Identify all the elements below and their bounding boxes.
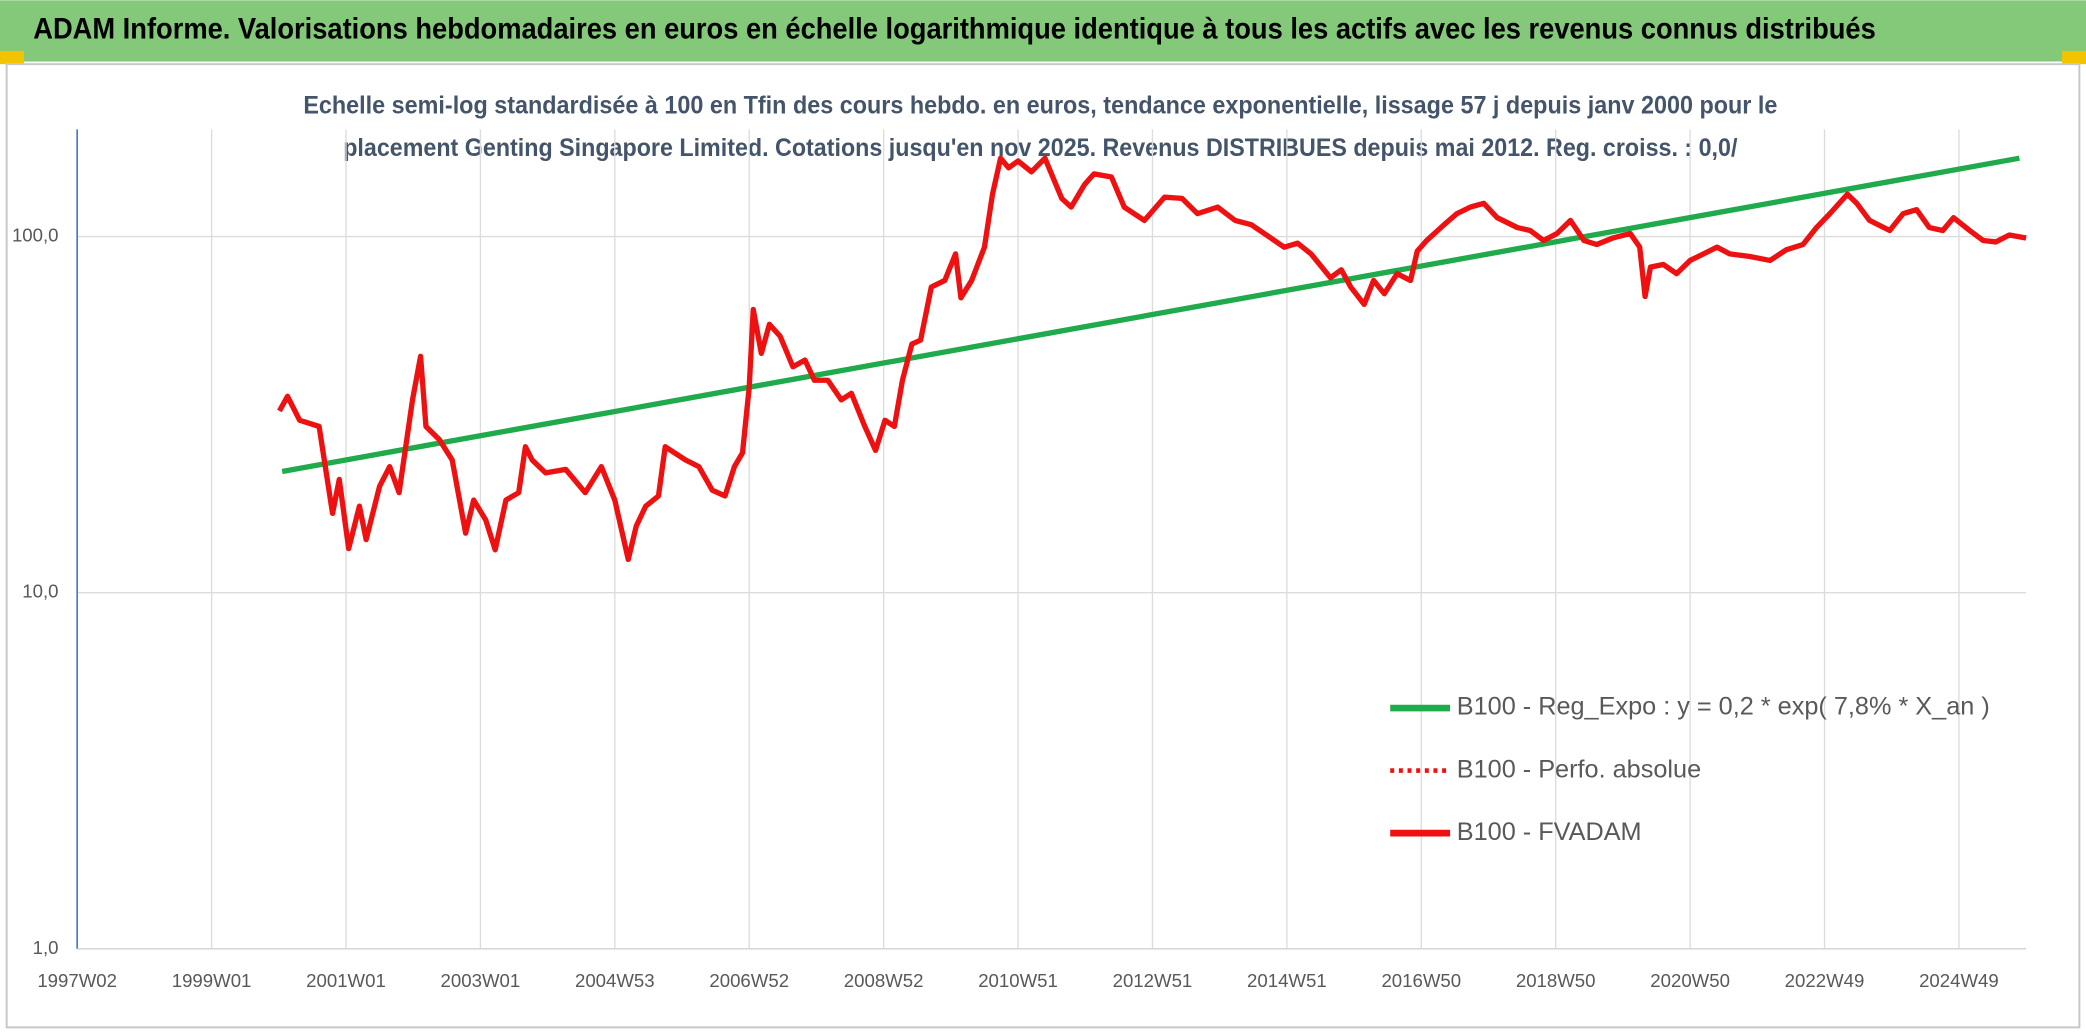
y-tick-label: 10,0 [22, 581, 58, 602]
chart-title: Echelle semi-log standardisée à 100 en T… [303, 91, 1777, 119]
x-tick-label: 2016W50 [1381, 970, 1461, 991]
header-title: ADAM Informe. Valorisations hebdomadaire… [33, 14, 1876, 46]
x-tick-label: 2003W01 [441, 970, 521, 991]
series-line [281, 155, 2020, 475]
corner-mark [0, 50, 24, 65]
series-line [277, 155, 2027, 563]
x-tick-label: 2012W51 [1113, 970, 1193, 991]
y-tick-label: 100,0 [12, 224, 59, 245]
chart-border [5, 63, 2081, 1029]
legend-label: B100 - Reg_Expo : y = 0,2 * exp( 7,8% * … [1457, 693, 1990, 721]
plot [277, 155, 2027, 563]
y-tick-label: 1,0 [33, 937, 59, 958]
x-tick-label: 1999W01 [172, 970, 252, 991]
corner-mark [2062, 50, 2086, 65]
x-tick-label: 2001W01 [306, 970, 386, 991]
legend-label: B100 - Perfo. absolue [1457, 755, 1701, 783]
x-tick-label: 2020W50 [1650, 970, 1730, 991]
x-tick-label: 2018W50 [1516, 970, 1596, 991]
x-tick-label: 2006W52 [709, 970, 789, 991]
chart-title: placement Genting Singapore Limited. Cot… [343, 134, 1737, 162]
x-tick-label: 2008W52 [844, 970, 924, 991]
x-tick-label: 1997W02 [37, 970, 117, 991]
x-tick-label: 2014W51 [1247, 970, 1327, 991]
header-bar [0, 0, 2086, 62]
grid [76, 129, 2027, 950]
x-tick-label: 2024W49 [1919, 970, 1999, 991]
x-tick-label: 2004W53 [575, 970, 655, 991]
x-tick-label: 2010W51 [978, 970, 1058, 991]
x-tick-label: 2022W49 [1785, 970, 1865, 991]
legend-label: B100 - FVADAM [1457, 818, 1642, 846]
